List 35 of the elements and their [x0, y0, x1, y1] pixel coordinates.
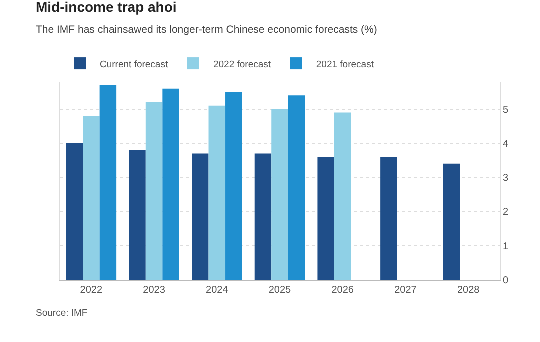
bar — [272, 109, 288, 280]
bar — [162, 88, 180, 280]
x-tick-label: 2023 — [143, 285, 166, 296]
chart-subtitle: The IMF has chainsawed its longer-term Chinese economic forecasts (%) — [36, 24, 378, 36]
bar — [226, 92, 242, 280]
bar — [83, 116, 100, 280]
bar — [288, 96, 306, 280]
chart-title: Mid-income trap ahoi — [36, 0, 177, 15]
x-tick-label: 2025 — [268, 285, 292, 296]
legend-label: 2021 forecast — [316, 59, 374, 70]
x-tick-label: 2022 — [80, 285, 103, 296]
x-tick-label: 2027 — [394, 285, 418, 296]
x-tick-label: 2026 — [332, 285, 354, 296]
bar — [334, 112, 352, 280]
bar — [146, 102, 163, 280]
legend-label: Current forecast — [100, 59, 168, 70]
y-tick-label: 0 — [503, 276, 509, 286]
bar — [100, 85, 117, 280]
bar — [443, 164, 460, 280]
y-tick-label: 1 — [503, 241, 509, 252]
bar — [66, 143, 84, 280]
bar — [254, 154, 272, 280]
bar — [208, 106, 226, 280]
bar — [129, 150, 146, 280]
y-tick-label: 2 — [503, 207, 509, 218]
y-tick-label: 5 — [503, 104, 509, 116]
legend-label: 2022 forecast — [213, 59, 272, 70]
source-note: Source: IMF — [36, 308, 88, 319]
bar — [192, 154, 209, 280]
x-tick-label: 2028 — [457, 285, 480, 296]
x-tick-label: 2024 — [206, 285, 229, 296]
y-tick-label: 4 — [503, 138, 509, 150]
bar — [380, 157, 398, 280]
bar — [318, 157, 334, 280]
y-tick-label: 3 — [503, 173, 509, 184]
